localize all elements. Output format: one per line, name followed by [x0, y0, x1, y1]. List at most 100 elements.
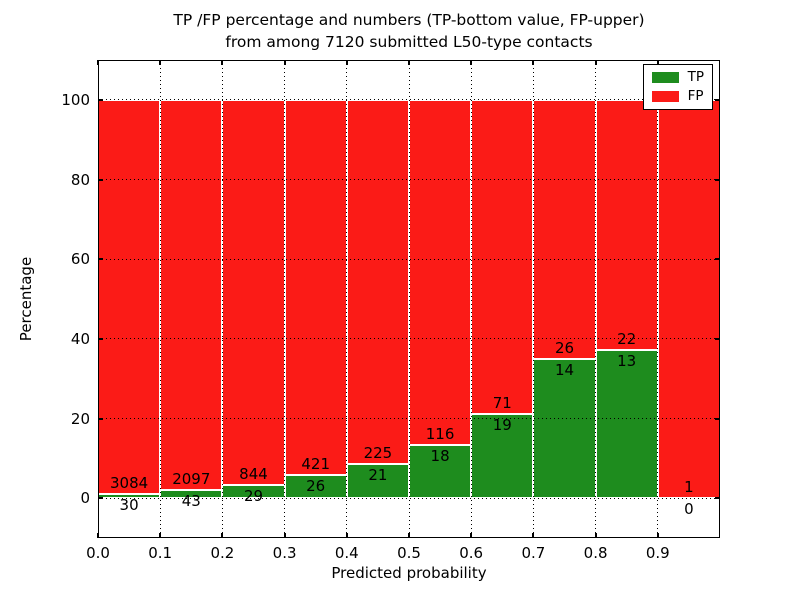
y-tick-mark — [98, 497, 103, 500]
gridline-vertical — [284, 60, 286, 538]
fp-bar-segment — [222, 99, 285, 485]
fp-count-label: 71 — [492, 394, 512, 413]
y-tick-mark — [98, 178, 103, 181]
x-tick-label: 0.5 — [397, 544, 421, 562]
tp-count-label: 13 — [617, 352, 637, 371]
gridline-vertical — [595, 60, 597, 538]
tp-bar-segment — [222, 484, 285, 499]
fp-bar-segment — [98, 99, 161, 495]
x-tick-label: 0.8 — [583, 544, 608, 562]
fp-count-label: 844 — [239, 464, 268, 483]
fp-count-label: 1 — [684, 478, 694, 497]
x-tick-label: 0.6 — [459, 544, 484, 562]
tp-count-label: 26 — [306, 476, 326, 495]
fp-count-label: 2097 — [172, 470, 211, 489]
tp-count-label: 18 — [430, 446, 450, 465]
y-tick-mark-right — [715, 497, 720, 500]
legend-label-tp: TP — [687, 69, 704, 85]
fp-count-label: 116 — [425, 424, 455, 443]
x-tick-label: 0.2 — [210, 544, 235, 562]
x-tick-mark-top — [656, 60, 659, 65]
chart-title-line1: TP /FP percentage and numbers (TP-bottom… — [173, 11, 645, 29]
x-tick-label: 0.4 — [334, 544, 359, 562]
x-tick-label: 0.3 — [272, 544, 297, 562]
y-tick-mark — [98, 98, 103, 101]
gridline-horizontal — [98, 258, 720, 260]
y-tick-mark-right — [715, 417, 720, 420]
x-tick-mark — [656, 533, 659, 538]
y-tick-mark-right — [715, 337, 720, 340]
tp-count-label: 30 — [119, 496, 139, 515]
gridline-horizontal — [98, 338, 720, 340]
gridline-vertical — [470, 60, 472, 538]
tp-bar-segment — [533, 358, 596, 499]
x-tick-mark — [345, 533, 348, 538]
y-tick-label: 60 — [70, 250, 90, 269]
fp-bar-segment — [160, 99, 223, 491]
x-tick-mark-top — [159, 60, 162, 65]
gridline-horizontal — [98, 179, 720, 180]
y-tick-mark-right — [715, 98, 720, 101]
fp-bar-segment — [471, 99, 534, 415]
gridline-vertical — [159, 60, 161, 538]
fp-bar-segment — [284, 99, 347, 475]
legend-entry-tp: TP — [651, 69, 704, 85]
chart-title-line2: from among 7120 submitted L50-type conta… — [225, 33, 593, 51]
x-tick-mark-top — [470, 60, 473, 65]
tp-bar-segment — [346, 464, 409, 499]
tp-count-label: 14 — [554, 360, 575, 379]
gridline-vertical — [408, 60, 410, 538]
tp-bar-segment — [471, 414, 534, 499]
x-tick-mark-top — [221, 60, 224, 65]
fp-bar-segment — [657, 99, 720, 499]
tp-count-label: 29 — [243, 486, 264, 505]
fp-count-label: 26 — [554, 338, 575, 357]
x-tick-mark — [532, 533, 535, 538]
legend: TP FP — [642, 64, 713, 110]
fp-bar-segment — [595, 99, 658, 351]
y-tick-mark-right — [715, 178, 720, 181]
x-tick-mark-top — [97, 60, 99, 65]
y-tick-mark — [98, 417, 103, 420]
tp-count-label: 19 — [492, 416, 512, 435]
gridline-vertical — [532, 60, 534, 538]
y-tick-label: 0 — [80, 489, 90, 508]
y-tick-label: 20 — [70, 409, 90, 428]
x-tick-mark — [470, 533, 473, 538]
x-tick-label: 0.9 — [645, 544, 670, 562]
gridline-vertical — [657, 60, 659, 538]
legend-entry-fp: FP — [651, 88, 704, 104]
tp-count-label: 0 — [684, 500, 694, 519]
x-tick-mark-top — [408, 60, 410, 65]
x-tick-mark — [159, 533, 162, 538]
x-tick-label: 0.1 — [148, 544, 173, 562]
x-tick-mark — [408, 533, 410, 538]
y-tick-label: 100 — [61, 90, 90, 109]
chart-title: TP /FP percentage and numbers (TP-bottom… — [173, 9, 644, 53]
x-tick-mark-top — [532, 60, 535, 65]
y-tick-label: 40 — [70, 329, 90, 348]
x-tick-mark-top — [594, 60, 597, 65]
gridline-horizontal — [98, 418, 720, 419]
x-tick-mark — [283, 533, 286, 538]
tp-count-label: 43 — [181, 492, 201, 511]
fp-count-label: 421 — [301, 454, 330, 473]
y-tick-mark-right — [715, 258, 720, 261]
fp-count-label: 22 — [617, 330, 637, 349]
fp-bar-segment — [346, 99, 409, 465]
x-tick-label: 0.7 — [521, 544, 546, 562]
x-tick-mark — [594, 533, 597, 538]
y-tick-label: 80 — [70, 170, 90, 189]
gridline-horizontal — [98, 99, 720, 101]
y-tick-mark — [98, 337, 103, 340]
y-tick-mark — [98, 258, 103, 261]
tp-color-swatch — [651, 72, 679, 83]
fp-bar-segment — [533, 99, 596, 359]
fp-color-swatch — [651, 91, 679, 102]
fp-bar-segment — [409, 99, 472, 445]
gridline-vertical — [221, 60, 223, 538]
x-axis-label: Predicted probability — [331, 564, 487, 582]
legend-label-fp: FP — [687, 88, 704, 104]
tp-bar-segment — [284, 474, 347, 499]
